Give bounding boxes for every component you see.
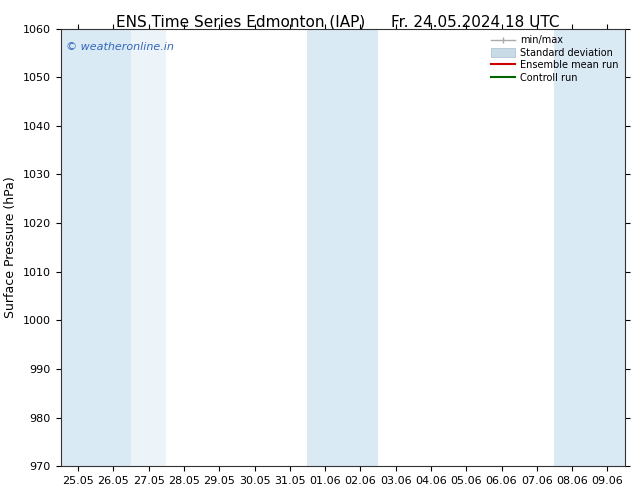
Text: ENS Time Series Edmonton (IAP): ENS Time Series Edmonton (IAP): [116, 15, 366, 30]
Bar: [307, 28, 343, 466]
Bar: [96, 28, 131, 466]
Legend: min/max, Standard deviation, Ensemble mean run, Controll run: min/max, Standard deviation, Ensemble me…: [489, 33, 620, 85]
Bar: [554, 28, 590, 466]
Bar: [61, 28, 96, 466]
Text: Fr. 24.05.2024 18 UTC: Fr. 24.05.2024 18 UTC: [391, 15, 560, 30]
Bar: [131, 28, 166, 466]
Text: © weatheronline.in: © weatheronline.in: [66, 42, 174, 52]
Bar: [343, 28, 378, 466]
Y-axis label: Surface Pressure (hPa): Surface Pressure (hPa): [4, 176, 17, 318]
Bar: [590, 28, 625, 466]
